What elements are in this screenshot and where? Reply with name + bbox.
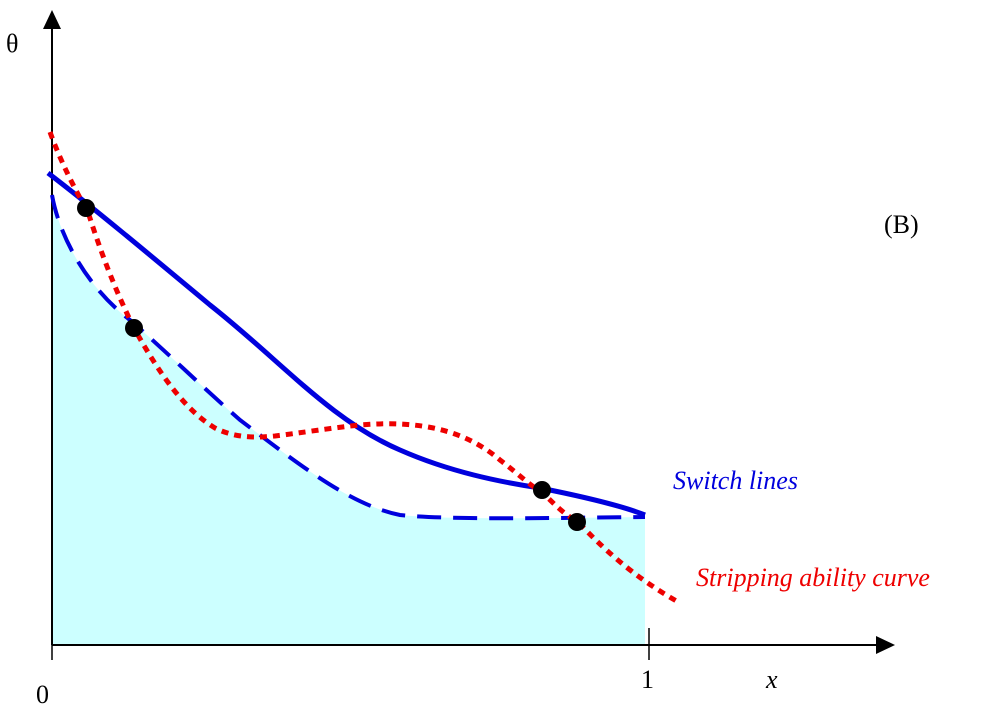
y-axis-label: θ <box>6 29 18 58</box>
intersection-point <box>77 199 95 217</box>
x-axis-arrowhead <box>876 636 895 654</box>
panel-label: (B) <box>884 210 919 239</box>
switch-line-solid <box>46 171 646 518</box>
x-axis-label: x <box>765 665 778 694</box>
y-axis-arrowhead <box>43 10 61 29</box>
x-tick-1-label: 1 <box>641 665 654 694</box>
shaded-region <box>52 195 645 645</box>
stripping-ability-curve <box>47 131 682 606</box>
switch-line-dashed <box>50 194 646 521</box>
switch-lines-label: Switch lines <box>673 466 798 495</box>
intersection-point <box>533 481 551 499</box>
intersection-point <box>568 513 586 531</box>
intersection-point <box>125 319 143 337</box>
origin-label: 0 <box>36 680 49 709</box>
stripping-curve-label: Stripping ability curve <box>696 563 930 592</box>
